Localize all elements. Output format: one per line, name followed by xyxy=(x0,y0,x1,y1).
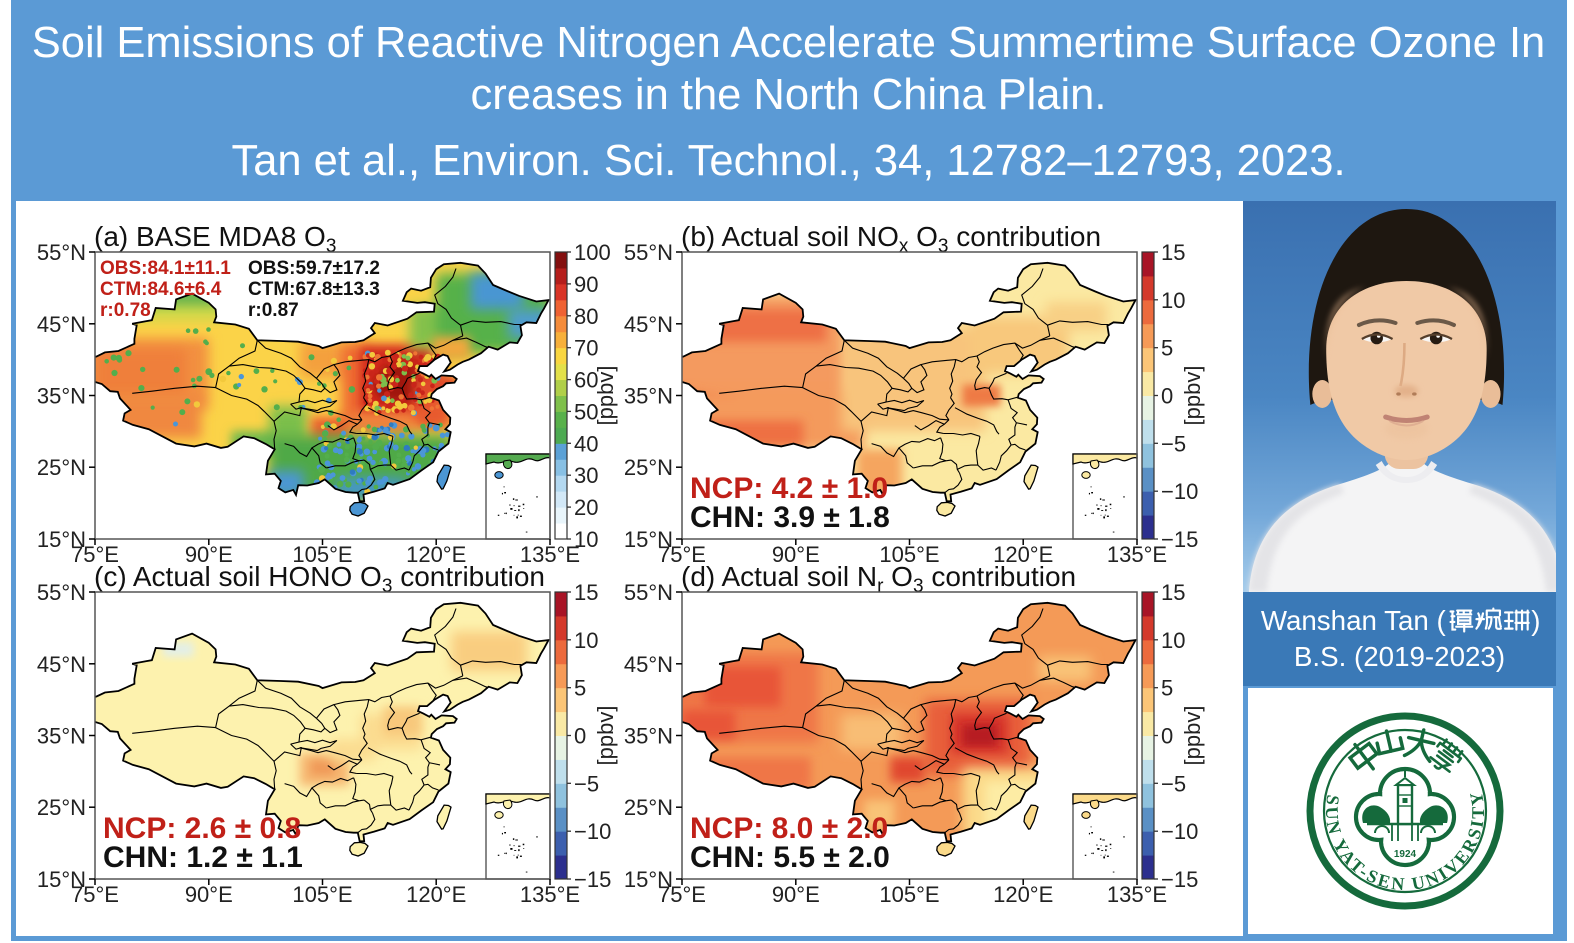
svg-text:120°E: 120°E xyxy=(993,542,1053,567)
svg-text:10: 10 xyxy=(1161,288,1185,313)
svg-text:105°E: 105°E xyxy=(879,882,939,907)
svg-text:75°E: 75°E xyxy=(71,542,119,567)
svg-text:−10: −10 xyxy=(1161,479,1198,504)
svg-text:135°E: 135°E xyxy=(1107,882,1167,907)
svg-text:[ppbv]: [ppbv] xyxy=(1180,706,1205,766)
svg-text:30: 30 xyxy=(574,463,598,488)
svg-text:35°N: 35°N xyxy=(624,384,673,409)
svg-text:45°N: 45°N xyxy=(37,312,86,337)
svg-text:0: 0 xyxy=(1161,724,1173,749)
svg-text:105°E: 105°E xyxy=(879,542,939,567)
svg-text:25°N: 25°N xyxy=(37,455,86,480)
svg-text:OBS:59.7±17.2: OBS:59.7±17.2 xyxy=(248,258,380,279)
svg-text:10: 10 xyxy=(1161,628,1185,653)
svg-text:0: 0 xyxy=(1161,384,1173,409)
svg-text:70: 70 xyxy=(574,336,598,361)
svg-text:r:0.87: r:0.87 xyxy=(248,300,299,321)
svg-text:NCP: 2.6 ± 0.8: NCP: 2.6 ± 0.8 xyxy=(103,812,301,845)
svg-text:NCP: 4.2 ± 1.0: NCP: 4.2 ± 1.0 xyxy=(690,472,888,505)
svg-text:5: 5 xyxy=(1161,336,1173,361)
svg-text:55°N: 55°N xyxy=(624,240,673,265)
svg-text:OBS:84.1±11.1: OBS:84.1±11.1 xyxy=(100,258,231,279)
svg-text:75°E: 75°E xyxy=(71,882,119,907)
svg-text:80: 80 xyxy=(574,304,598,329)
svg-text:135°E: 135°E xyxy=(520,542,580,567)
svg-text:45°N: 45°N xyxy=(624,652,673,677)
svg-text:5: 5 xyxy=(1161,676,1173,701)
svg-text:5: 5 xyxy=(574,676,586,701)
svg-text:40: 40 xyxy=(574,431,598,456)
svg-text:): ) xyxy=(1531,605,1540,636)
svg-text:25°N: 25°N xyxy=(624,795,673,820)
svg-text:−15: −15 xyxy=(1161,527,1198,552)
svg-text:−10: −10 xyxy=(574,819,611,844)
svg-text:Wanshan Tan (: Wanshan Tan ( xyxy=(1261,605,1447,636)
svg-text:(c) Actual soil HONO O3 contri: (c) Actual soil HONO O3 contribution xyxy=(94,561,545,597)
svg-text:90°E: 90°E xyxy=(185,542,233,567)
svg-text:CHN: 3.9 ± 1.8: CHN: 3.9 ± 1.8 xyxy=(690,501,890,534)
svg-text:0: 0 xyxy=(574,724,586,749)
svg-text:[ppbv]: [ppbv] xyxy=(593,366,618,426)
svg-text:(a) BASE MDA8 O3: (a) BASE MDA8 O3 xyxy=(94,221,336,257)
svg-text:NCP: 8.0 ± 2.0: NCP: 8.0 ± 2.0 xyxy=(690,812,888,845)
svg-text:(b) Actual soil NOx O3 contrib: (b) Actual soil NOx O3 contribution xyxy=(681,221,1101,257)
svg-text:25°N: 25°N xyxy=(37,795,86,820)
svg-text:50: 50 xyxy=(574,399,598,424)
svg-text:CTM:84.6±6.4: CTM:84.6±6.4 xyxy=(100,279,222,300)
svg-text:90: 90 xyxy=(574,272,598,297)
svg-text:25°N: 25°N xyxy=(624,455,673,480)
svg-text:15°N: 15°N xyxy=(37,527,86,552)
svg-text:15: 15 xyxy=(1161,580,1185,605)
svg-text:55°N: 55°N xyxy=(37,580,86,605)
svg-text:10: 10 xyxy=(574,527,598,552)
svg-text:135°E: 135°E xyxy=(520,882,580,907)
svg-text:B.S. (2019-2023): B.S. (2019-2023) xyxy=(1294,641,1505,672)
svg-text:1924: 1924 xyxy=(1394,849,1417,860)
svg-text:−15: −15 xyxy=(574,867,611,892)
svg-text:45°N: 45°N xyxy=(37,652,86,677)
svg-text:−5: −5 xyxy=(1161,771,1186,796)
svg-text:75°E: 75°E xyxy=(658,542,706,567)
svg-text:(d) Actual soil Nr O3 contribu: (d) Actual soil Nr O3 contribution xyxy=(681,561,1076,597)
svg-text:105°E: 105°E xyxy=(292,542,352,567)
svg-text:r:0.78: r:0.78 xyxy=(100,300,151,321)
svg-text:15: 15 xyxy=(574,580,598,605)
svg-text:−5: −5 xyxy=(1161,431,1186,456)
svg-text:−15: −15 xyxy=(1161,867,1198,892)
svg-text:[ppbv]: [ppbv] xyxy=(593,706,618,766)
svg-text:55°N: 55°N xyxy=(624,580,673,605)
svg-text:120°E: 120°E xyxy=(406,882,466,907)
svg-text:90°E: 90°E xyxy=(185,882,233,907)
svg-text:35°N: 35°N xyxy=(37,384,86,409)
svg-text:CHN: 1.2 ± 1.1: CHN: 1.2 ± 1.1 xyxy=(103,841,303,874)
svg-text:135°E: 135°E xyxy=(1107,542,1167,567)
svg-text:15: 15 xyxy=(1161,240,1185,265)
svg-text:−5: −5 xyxy=(574,771,599,796)
svg-text:75°E: 75°E xyxy=(658,882,706,907)
svg-text:35°N: 35°N xyxy=(624,724,673,749)
svg-text:120°E: 120°E xyxy=(406,542,466,567)
svg-text:−10: −10 xyxy=(1161,819,1198,844)
svg-text:100: 100 xyxy=(574,240,611,265)
svg-text:60: 60 xyxy=(574,368,598,393)
svg-text:CHN: 5.5 ± 2.0: CHN: 5.5 ± 2.0 xyxy=(690,841,890,874)
svg-text:55°N: 55°N xyxy=(37,240,86,265)
svg-text:15°N: 15°N xyxy=(624,867,673,892)
svg-text:20: 20 xyxy=(574,495,598,520)
svg-text:120°E: 120°E xyxy=(993,882,1053,907)
svg-text:105°E: 105°E xyxy=(292,882,352,907)
svg-text:CTM:67.8±13.3: CTM:67.8±13.3 xyxy=(248,279,380,300)
svg-text:10: 10 xyxy=(574,628,598,653)
svg-text:[ppbv]: [ppbv] xyxy=(1180,366,1205,426)
svg-text:90°E: 90°E xyxy=(772,882,820,907)
svg-text:45°N: 45°N xyxy=(624,312,673,337)
svg-text:90°E: 90°E xyxy=(772,542,820,567)
svg-text:15°N: 15°N xyxy=(37,867,86,892)
svg-text:35°N: 35°N xyxy=(37,724,86,749)
svg-text:15°N: 15°N xyxy=(624,527,673,552)
